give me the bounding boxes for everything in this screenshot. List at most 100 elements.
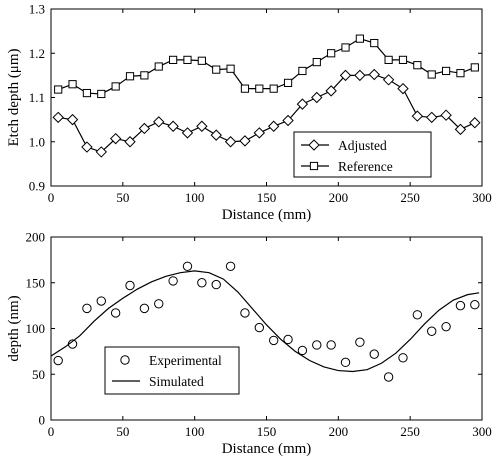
x-tick-label: 150	[257, 424, 277, 439]
x-tick-label: 0	[48, 424, 55, 439]
data-point-reference	[427, 70, 436, 79]
data-point-adjusted	[81, 141, 93, 153]
data-point-experimental	[254, 322, 265, 333]
data-point-reference	[355, 34, 364, 43]
data-point-adjusted	[196, 120, 208, 132]
x-axis-label: Distance (mm)	[222, 441, 312, 457]
y-tick-label: 150	[26, 275, 46, 290]
x-tick-label: 0	[48, 190, 55, 205]
data-point-adjusted	[109, 132, 122, 145]
x-tick-label: 250	[400, 424, 420, 439]
data-point-adjusted	[368, 68, 380, 81]
data-point-reference	[269, 84, 278, 93]
depth-plot: 0 50 100 150 200 250 300 0 50 100 150 200 Distance (…	[6, 230, 492, 458]
legend-marker	[120, 355, 130, 365]
y-tick-label: 1.0	[29, 134, 45, 149]
data-point-experimental	[154, 299, 164, 309]
data-point-adjusted	[210, 129, 222, 141]
data-point-experimental	[125, 280, 135, 291]
x-tick-label: 250	[400, 190, 420, 205]
data-point-reference	[413, 61, 422, 70]
data-point-adjusted	[95, 146, 107, 158]
data-point-reference	[456, 69, 465, 78]
data-point-adjusted	[440, 109, 452, 121]
legend-marker	[309, 161, 319, 171]
series-simulated	[50, 270, 480, 373]
data-point-reference	[125, 72, 135, 81]
data-point-experimental	[211, 279, 221, 290]
x-tick-label: 50	[116, 424, 129, 439]
series-line-simulated	[50, 270, 480, 373]
data-point-experimental	[369, 349, 379, 359]
data-point-adjusted	[224, 136, 237, 148]
data-point-adjusted	[411, 110, 424, 122]
data-point-experimental	[82, 303, 92, 314]
data-point-reference	[212, 65, 221, 74]
data-point-reference	[240, 84, 250, 93]
data-point-experimental	[326, 340, 336, 350]
data-point-reference	[470, 63, 479, 72]
data-point-adjusted	[397, 82, 409, 95]
data-point-experimental	[139, 303, 150, 314]
y-tick-label: 200	[26, 230, 46, 245]
y-tick-label: 100	[26, 321, 46, 336]
data-point-reference	[398, 55, 408, 64]
legend-label: Simulated	[149, 374, 204, 389]
data-point-reference	[441, 66, 451, 76]
series-experimental	[53, 261, 480, 382]
data-point-reference	[97, 89, 106, 99]
data-point-reference	[255, 84, 264, 93]
etch-depth-plot: 0 50 100 150 200 250 300 0.9 1.0 1.1 1.2 1.3 Distanc…	[6, 2, 492, 224]
data-point-reference	[298, 66, 307, 76]
legend-box	[104, 346, 240, 395]
data-point-adjusted	[181, 127, 194, 139]
legend-label: Reference	[338, 159, 393, 174]
data-point-experimental	[427, 326, 437, 336]
data-point-adjusted	[138, 122, 151, 135]
data-point-reference	[197, 56, 206, 65]
y-axis-label: depth (nm)	[6, 295, 22, 361]
series-adjusted	[52, 68, 481, 158]
y-axis-label: Etch depth (μm)	[6, 48, 22, 146]
data-point-experimental	[182, 261, 193, 271]
x-tick-label: 200	[329, 424, 349, 439]
data-point-experimental	[383, 372, 394, 382]
data-point-adjusted	[167, 120, 179, 132]
data-point-adjusted	[311, 91, 323, 104]
data-point-experimental	[197, 278, 207, 288]
data-point-reference	[111, 82, 120, 91]
data-point-adjusted	[354, 69, 366, 82]
legend: Adjusted Reference	[293, 131, 432, 178]
data-point-adjusted	[267, 120, 280, 132]
data-point-experimental	[96, 296, 106, 306]
data-point-reference	[341, 43, 350, 52]
data-point-adjusted	[382, 74, 395, 86]
data-point-experimental	[110, 308, 121, 318]
data-point-reference	[68, 80, 77, 89]
series-line-reference	[57, 37, 476, 95]
data-point-experimental	[240, 308, 250, 318]
data-point-adjusted	[296, 98, 309, 110]
data-point-adjusted	[454, 123, 467, 136]
data-point-reference	[183, 55, 192, 64]
data-point-adjusted	[325, 85, 337, 97]
data-point-experimental	[441, 321, 451, 332]
data-point-experimental	[340, 357, 351, 368]
legend-marker	[308, 139, 320, 151]
data-point-adjusted	[282, 114, 294, 127]
y-tick-label: 0.9	[29, 179, 45, 194]
data-point-experimental	[297, 345, 308, 356]
legend-label: Adjusted	[338, 138, 387, 153]
data-point-adjusted	[339, 69, 352, 82]
x-tick-label: 50	[116, 190, 129, 205]
data-point-adjusted	[426, 111, 438, 124]
series-reference	[54, 34, 479, 99]
data-point-adjusted	[253, 127, 266, 139]
data-point-experimental	[53, 355, 63, 366]
data-point-reference	[82, 88, 92, 98]
data-point-experimental	[168, 276, 178, 286]
data-point-reference	[283, 78, 293, 87]
data-point-adjusted	[124, 136, 136, 148]
